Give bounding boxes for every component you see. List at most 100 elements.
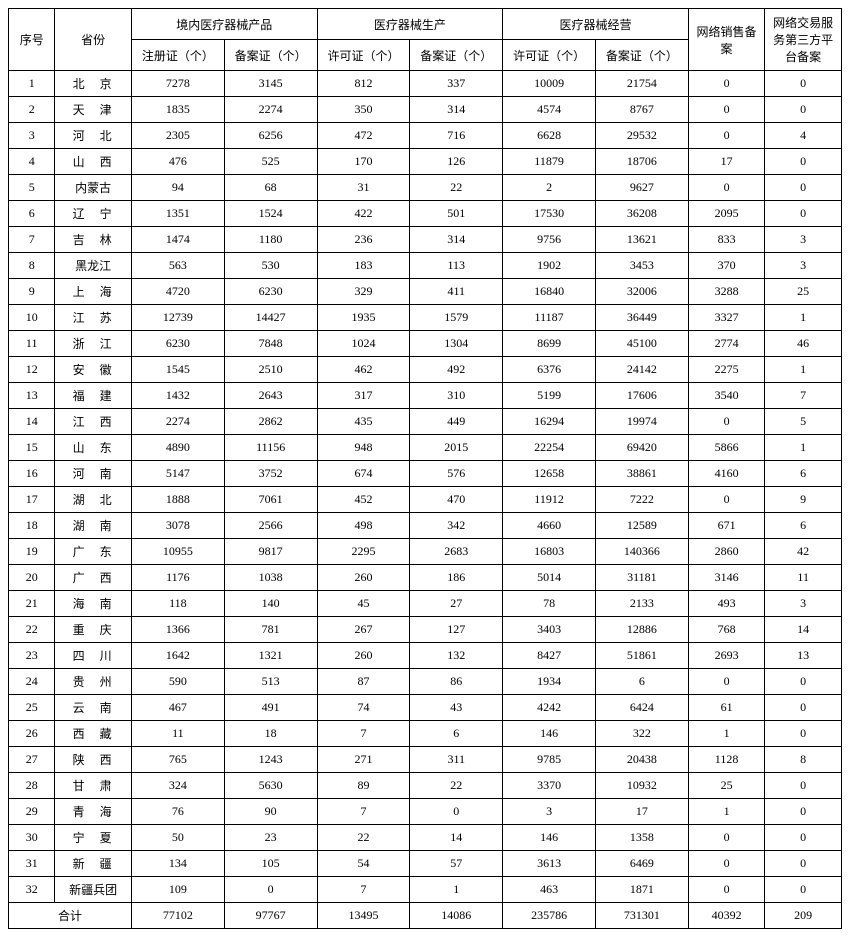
cell-data: 6230 [131, 331, 224, 357]
footer-total-4: 235786 [503, 903, 596, 929]
cell-data: 3752 [224, 461, 317, 487]
cell-data: 492 [410, 357, 503, 383]
cell-index: 22 [9, 617, 55, 643]
cell-data: 310 [410, 383, 503, 409]
cell-province: 新疆兵团 [55, 877, 132, 903]
cell-data: 5014 [503, 565, 596, 591]
header-group-production: 医疗器械生产 [317, 9, 503, 40]
footer-total-1: 97767 [224, 903, 317, 929]
cell-data: 14427 [224, 305, 317, 331]
cell-data: 7222 [595, 487, 688, 513]
cell-data: 0 [688, 877, 765, 903]
cell-data: 3540 [688, 383, 765, 409]
cell-data: 11879 [503, 149, 596, 175]
header-net-platform: 网络交易服务第三方平台备案 [765, 9, 842, 71]
cell-data: 271 [317, 747, 410, 773]
table-row: 3河 北2305625647271666282953204 [9, 123, 842, 149]
cell-data: 311 [410, 747, 503, 773]
cell-data: 12739 [131, 305, 224, 331]
cell-data: 68 [224, 175, 317, 201]
cell-data: 1321 [224, 643, 317, 669]
cell-data: 183 [317, 253, 410, 279]
cell-data: 472 [317, 123, 410, 149]
cell-data: 9627 [595, 175, 688, 201]
table-row: 21海 南11814045277821334933 [9, 591, 842, 617]
cell-data: 4 [765, 123, 842, 149]
cell-province: 新 疆 [55, 851, 132, 877]
cell-data: 0 [688, 97, 765, 123]
cell-data: 314 [410, 97, 503, 123]
cell-data: 3146 [688, 565, 765, 591]
table-row: 30宁 夏50232214146135800 [9, 825, 842, 851]
cell-index: 30 [9, 825, 55, 851]
table-row: 1北 京72783145812337100092175400 [9, 71, 842, 97]
cell-index: 24 [9, 669, 55, 695]
cell-data: 140 [224, 591, 317, 617]
header-group-products: 境内医疗器械产品 [131, 9, 317, 40]
cell-data: 0 [224, 877, 317, 903]
cell-data: 13 [765, 643, 842, 669]
cell-data: 1024 [317, 331, 410, 357]
cell-data: 17 [688, 149, 765, 175]
table-row: 10江 苏127391442719351579111873644933271 [9, 305, 842, 331]
cell-province: 贵 州 [55, 669, 132, 695]
cell-data: 768 [688, 617, 765, 643]
cell-data: 45 [317, 591, 410, 617]
cell-data: 17 [595, 799, 688, 825]
cell-province: 广 西 [55, 565, 132, 591]
cell-index: 12 [9, 357, 55, 383]
cell-data: 3 [765, 253, 842, 279]
table-row: 18湖 南307825664983424660125896716 [9, 513, 842, 539]
cell-data: 61 [688, 695, 765, 721]
cell-data: 6 [765, 461, 842, 487]
cell-data: 12886 [595, 617, 688, 643]
cell-data: 671 [688, 513, 765, 539]
cell-data: 6 [410, 721, 503, 747]
cell-province: 上 海 [55, 279, 132, 305]
cell-data: 87 [317, 669, 410, 695]
cell-data: 411 [410, 279, 503, 305]
cell-data: 530 [224, 253, 317, 279]
cell-data: 146 [503, 825, 596, 851]
cell-data: 18706 [595, 149, 688, 175]
cell-data: 5866 [688, 435, 765, 461]
cell-data: 57 [410, 851, 503, 877]
cell-index: 13 [9, 383, 55, 409]
cell-data: 94 [131, 175, 224, 201]
cell-data: 3078 [131, 513, 224, 539]
cell-data: 6 [595, 669, 688, 695]
cell-data: 1366 [131, 617, 224, 643]
cell-data: 76 [131, 799, 224, 825]
cell-data: 6628 [503, 123, 596, 149]
cell-data: 0 [410, 799, 503, 825]
cell-data: 16803 [503, 539, 596, 565]
cell-data: 1545 [131, 357, 224, 383]
table-footer: 合计 77102 97767 13495 14086 235786 731301… [9, 903, 842, 929]
table-row: 25云 南467491744342426424610 [9, 695, 842, 721]
cell-data: 186 [410, 565, 503, 591]
cell-data: 10955 [131, 539, 224, 565]
cell-data: 716 [410, 123, 503, 149]
cell-data: 1 [688, 799, 765, 825]
cell-province: 辽 宁 [55, 201, 132, 227]
cell-data: 513 [224, 669, 317, 695]
cell-data: 2 [503, 175, 596, 201]
cell-data: 948 [317, 435, 410, 461]
cell-province: 甘 肃 [55, 773, 132, 799]
table-row: 20广 西11761038260186501431181314611 [9, 565, 842, 591]
cell-data: 1935 [317, 305, 410, 331]
cell-data: 18 [224, 721, 317, 747]
cell-data: 2015 [410, 435, 503, 461]
cell-data: 0 [765, 695, 842, 721]
cell-data: 126 [410, 149, 503, 175]
table-row: 19广 东1095598172295268316803140366286042 [9, 539, 842, 565]
table-row: 27陕 西765124327131197852043811288 [9, 747, 842, 773]
cell-data: 6376 [503, 357, 596, 383]
cell-data: 3288 [688, 279, 765, 305]
cell-province: 黑龙江 [55, 253, 132, 279]
cell-province: 宁 夏 [55, 825, 132, 851]
table-row: 22重 庆136678126712734031288676814 [9, 617, 842, 643]
cell-data: 435 [317, 409, 410, 435]
cell-data: 1 [410, 877, 503, 903]
cell-index: 10 [9, 305, 55, 331]
